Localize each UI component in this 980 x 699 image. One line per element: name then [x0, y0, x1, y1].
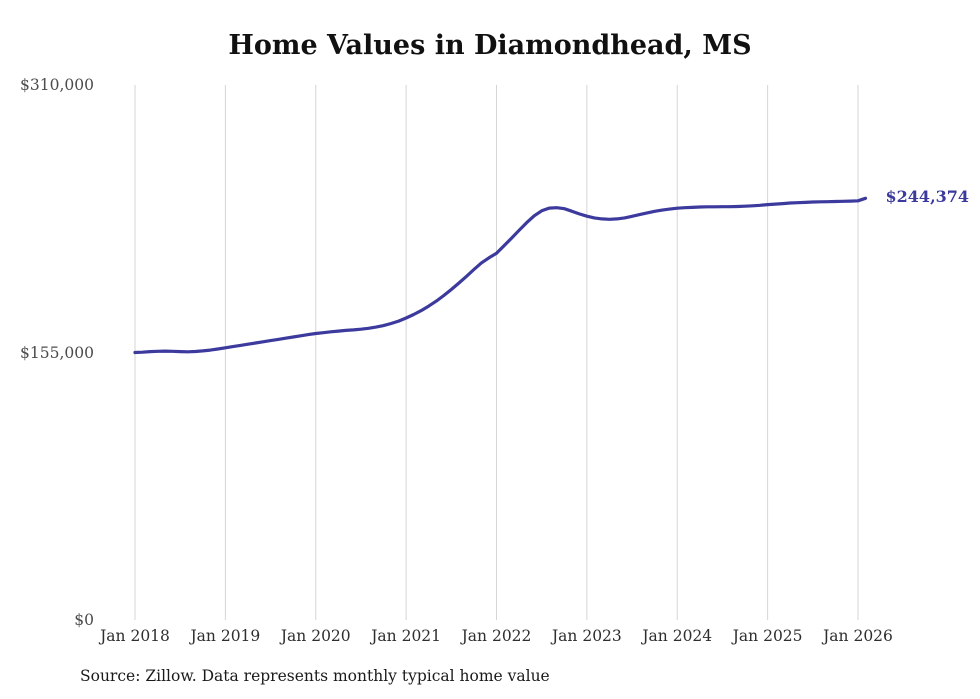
x-axis-tick-label: Jan 2018: [100, 627, 170, 645]
x-axis-tick-label: Jan 2021: [371, 627, 442, 645]
x-axis-tick-label: Jan 2019: [190, 627, 261, 645]
x-axis-tick-label: Jan 2026: [823, 627, 893, 645]
y-axis-tick-label: $155,000: [20, 343, 94, 362]
x-axis-tick-label: Jan 2023: [551, 627, 622, 645]
current-value-label: $244,374: [885, 187, 970, 207]
home-value-line: [133, 196, 868, 355]
y-axis-tick-label: $310,000: [20, 76, 94, 94]
chart-title: Home Values in Diamondhead, MS: [228, 30, 752, 61]
source-note: Source: Zillow. Data represents monthly …: [80, 667, 550, 685]
x-axis-tick-label: Jan 2020: [280, 627, 351, 645]
y-axis-tick-label: $0: [74, 611, 94, 629]
x-axis-tick-label: Jan 2024: [642, 627, 713, 645]
x-axis-tick-label: Jan 2025: [732, 627, 803, 645]
x-axis-tick-label: Jan 2022: [461, 627, 532, 645]
